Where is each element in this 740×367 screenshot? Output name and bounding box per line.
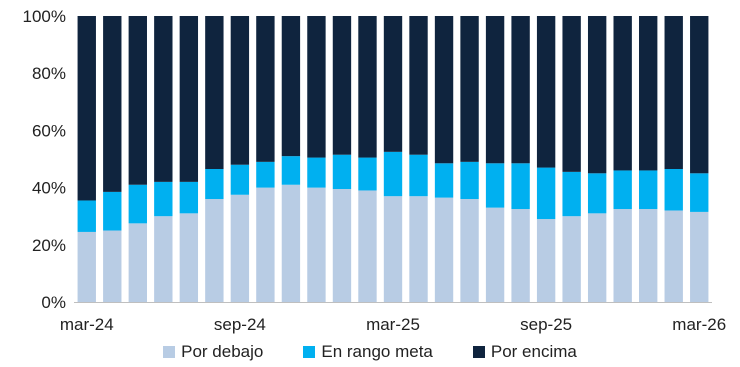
bar-en-rango-meta <box>639 170 658 210</box>
bar-por-encima <box>613 16 632 171</box>
bar-por-encima <box>256 16 275 162</box>
bar-en-rango-meta <box>256 161 275 188</box>
x-tick-label: mar-24 <box>60 315 114 334</box>
bar-por-encima <box>485 16 505 164</box>
bar-por-encima <box>409 16 428 155</box>
legend-item-por-encima: Por encima <box>472 340 577 364</box>
legend-label-en-rango-meta: En rango meta <box>321 342 433 361</box>
bar-por-debajo <box>562 216 581 302</box>
bar-en-rango-meta <box>128 184 147 224</box>
x-tick-label: sep-24 <box>214 315 266 334</box>
bar-por-debajo <box>281 184 301 302</box>
legend-label-por-encima: Por encima <box>490 342 577 361</box>
bar-por-encima <box>358 16 377 158</box>
y-tick-label: 100% <box>23 7 66 26</box>
bar-por-debajo <box>358 190 377 302</box>
bar-por-debajo <box>230 194 250 302</box>
bar-por-encima <box>103 16 122 192</box>
bar-por-debajo <box>434 197 454 302</box>
bar-por-encima <box>281 16 301 157</box>
bar-por-debajo <box>460 199 479 302</box>
bar-por-encima <box>434 16 454 164</box>
bar-en-rango-meta <box>103 191 122 231</box>
bar-por-debajo <box>307 187 326 302</box>
legend: Por debajo En rango meta Por encima <box>0 340 740 364</box>
legend-item-en-rango-meta: En rango meta <box>303 340 433 364</box>
bar-por-encima <box>536 16 556 168</box>
bar-por-encima <box>587 16 607 174</box>
bar-en-rango-meta <box>485 163 505 208</box>
x-tick-label: mar-26 <box>672 315 726 334</box>
bar-en-rango-meta <box>154 181 173 217</box>
bar-en-rango-meta <box>77 200 96 232</box>
bar-por-encima <box>230 16 250 165</box>
bar-por-debajo <box>332 189 352 302</box>
bar-en-rango-meta <box>587 173 607 214</box>
bar-por-encima <box>639 16 658 171</box>
x-tick-label: sep-25 <box>520 315 572 334</box>
bar-en-rango-meta <box>383 151 403 197</box>
legend-swatch-por-debajo <box>163 346 176 358</box>
y-tick-label: 40% <box>32 179 66 198</box>
bar-por-encima <box>154 16 173 182</box>
bar-en-rango-meta <box>536 167 556 220</box>
bar-por-debajo <box>664 210 683 302</box>
bar-en-rango-meta <box>562 171 581 217</box>
bar-por-debajo <box>256 187 275 302</box>
bar-por-debajo <box>639 209 658 302</box>
bar-por-encima <box>383 16 403 152</box>
bar-por-debajo <box>690 211 709 302</box>
y-tick-label: 60% <box>32 121 66 140</box>
bar-por-debajo <box>383 196 403 302</box>
bar-en-rango-meta <box>307 157 326 188</box>
bar-en-rango-meta <box>358 157 377 191</box>
bar-en-rango-meta <box>179 181 199 214</box>
bar-por-encima <box>690 16 709 174</box>
bar-por-debajo <box>536 219 556 302</box>
bar-por-debajo <box>485 207 505 302</box>
bar-por-debajo <box>103 230 122 302</box>
legend-swatch-por-encima <box>472 346 485 358</box>
bar-en-rango-meta <box>281 156 301 185</box>
stacked-bar-chart: 0% 20% 40% 60% 80% 100% mar-24 sep-24 mar-25 sep-… <box>23 7 727 334</box>
bar-en-rango-meta <box>664 169 683 211</box>
bar-por-debajo <box>409 196 428 302</box>
x-tick-label: mar-25 <box>366 315 420 334</box>
bar-por-encima <box>307 16 326 158</box>
bar-en-rango-meta <box>230 164 250 195</box>
bar-en-rango-meta <box>434 163 454 198</box>
bar-por-encima <box>460 16 479 162</box>
bar-por-encima <box>205 16 224 170</box>
bar-por-debajo <box>613 209 632 302</box>
y-tick-label: 80% <box>32 64 66 83</box>
bar-por-debajo <box>77 231 96 302</box>
y-tick-label: 0% <box>41 293 66 312</box>
bar-en-rango-meta <box>511 163 530 210</box>
bar-en-rango-meta <box>460 161 479 200</box>
bar-por-encima <box>332 16 352 155</box>
legend-swatch-en-rango-meta <box>303 346 316 358</box>
bar-por-encima <box>562 16 581 172</box>
bar-por-encima <box>77 16 96 201</box>
bar-por-debajo <box>154 216 173 302</box>
bar-en-rango-meta <box>205 169 224 200</box>
bar-en-rango-meta <box>613 170 632 210</box>
bar-por-encima <box>128 16 147 185</box>
bar-por-debajo <box>511 209 530 302</box>
bar-por-debajo <box>128 223 147 302</box>
y-tick-label: 20% <box>32 236 66 255</box>
bar-en-rango-meta <box>332 154 352 190</box>
bar-por-encima <box>664 16 683 170</box>
bar-en-rango-meta <box>690 173 709 212</box>
legend-item-por-debajo: Por debajo <box>163 340 263 364</box>
bar-por-encima <box>179 16 199 182</box>
bar-por-debajo <box>205 199 224 302</box>
bar-por-debajo <box>587 213 607 302</box>
legend-label-por-debajo: Por debajo <box>181 342 264 361</box>
bar-por-encima <box>511 16 530 164</box>
bar-por-debajo <box>179 213 199 302</box>
bar-en-rango-meta <box>409 154 428 197</box>
